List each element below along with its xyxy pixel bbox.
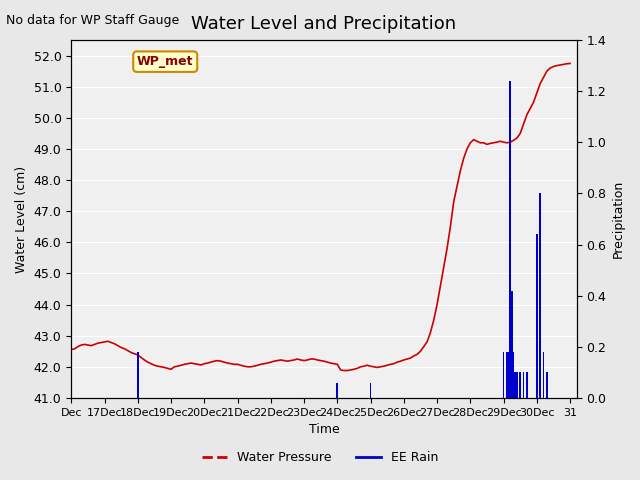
Bar [523, 372, 524, 398]
Bar [503, 352, 504, 398]
Bar [337, 383, 338, 398]
X-axis label: Time: Time [308, 423, 339, 436]
Bar [520, 372, 521, 398]
Bar [515, 372, 516, 398]
Text: No data for WP Staff Gauge: No data for WP Staff Gauge [6, 14, 180, 27]
Bar [506, 352, 508, 398]
Title: Water Level and Precipitation: Water Level and Precipitation [191, 15, 456, 33]
Bar [513, 352, 515, 398]
Bar [370, 383, 371, 398]
Text: WP_met: WP_met [137, 55, 193, 68]
Bar [137, 352, 139, 398]
Bar [540, 193, 541, 398]
Bar [536, 234, 538, 398]
Bar [526, 372, 527, 398]
Bar [546, 372, 548, 398]
Y-axis label: Water Level (cm): Water Level (cm) [15, 166, 28, 273]
Bar [543, 352, 544, 398]
Bar [509, 81, 511, 398]
Legend: Water Pressure, EE Rain: Water Pressure, EE Rain [196, 446, 444, 469]
Bar [516, 372, 518, 398]
Bar [508, 352, 509, 398]
Y-axis label: Precipitation: Precipitation [612, 180, 625, 258]
Bar [511, 290, 513, 398]
